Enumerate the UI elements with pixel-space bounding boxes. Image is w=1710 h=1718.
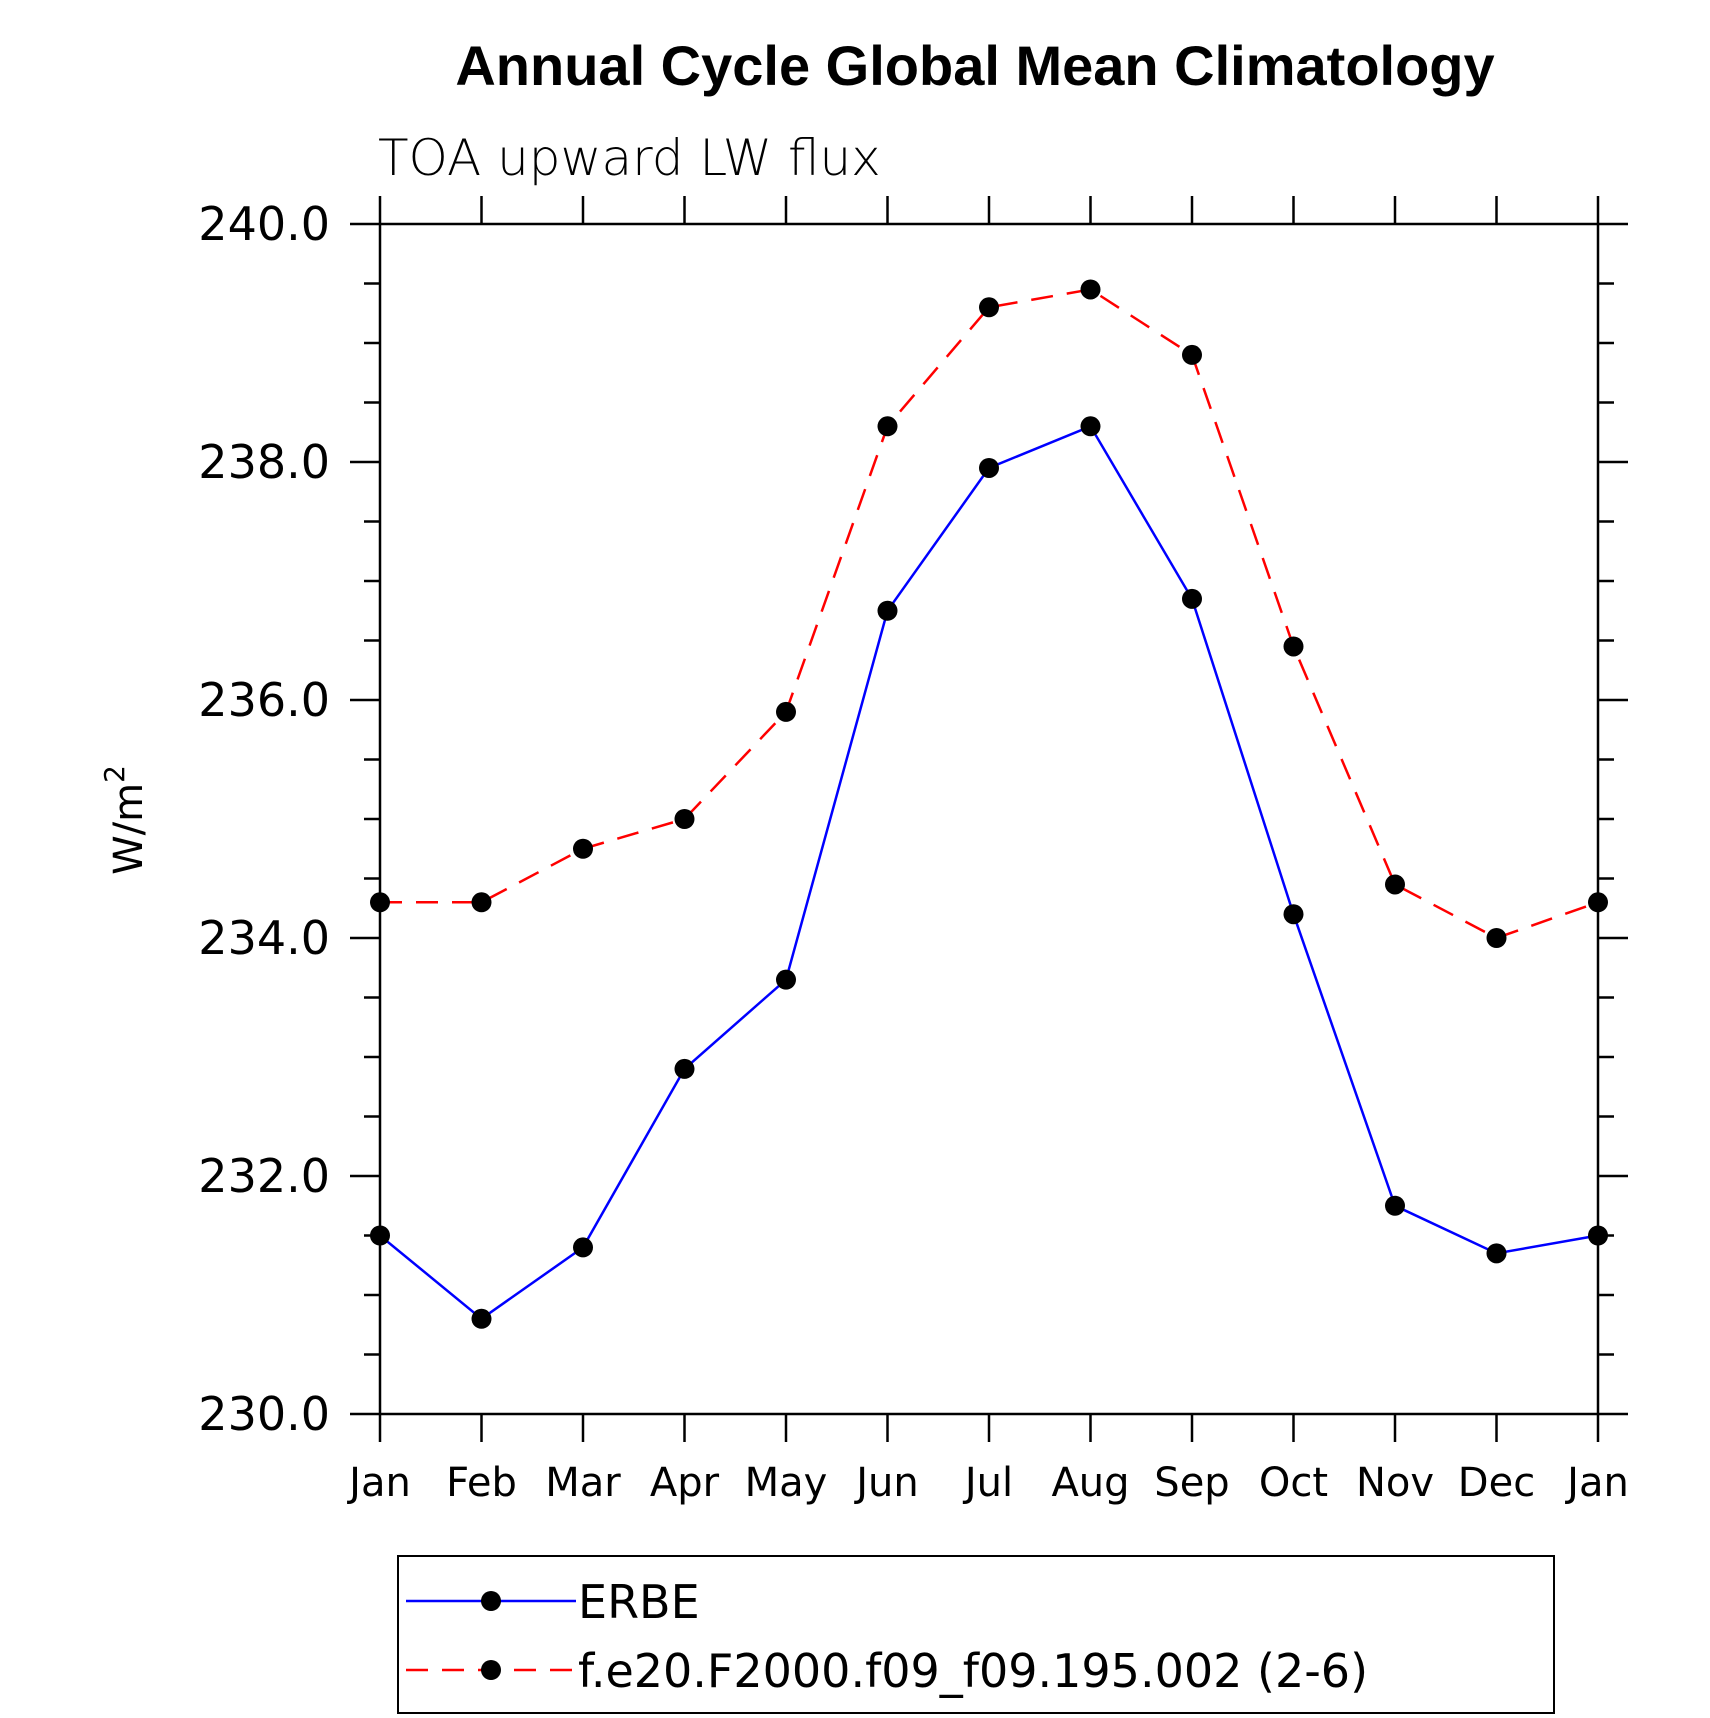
series-line-model [380,288,1599,940]
data-point-model [370,892,390,913]
x-tick-label: Jan [1564,1460,1629,1506]
data-point-erbe [877,600,898,621]
data-point-model [1080,279,1101,300]
data-point-model [1182,344,1202,365]
plot-frame [378,222,1600,1416]
data-point-erbe [979,457,999,478]
data-point-model [674,809,695,829]
legend: ERBE f.e20.F2000.f09_f09.195.002 (2-6) [397,1555,1555,1714]
x-tick-label: Oct [1259,1460,1328,1506]
data-point-erbe [573,1237,593,1258]
data-point-model [1385,874,1405,895]
legend-label-model: f.e20.F2000.f09_f09.195.002 (2-6) [578,1644,1368,1698]
x-tick-label: Nov [1356,1460,1434,1506]
data-point-erbe [1080,416,1101,437]
plot-axes [350,196,1628,1442]
data-point-erbe [1486,1243,1507,1264]
x-tick-label: Aug [1051,1460,1129,1506]
y-axis-label: W/m2 [98,765,152,875]
data-point-erbe [776,969,796,990]
y-tick-label: 238.0 [198,435,330,489]
y-tick-label: 232.0 [198,1149,330,1203]
data-point-model [1283,636,1304,657]
legend-marker-erbe [481,1591,501,1611]
data-point-model [877,416,898,437]
x-tick-label: Mar [545,1460,621,1506]
x-tick-label: Jan [346,1460,411,1506]
legend-label-erbe: ERBE [578,1575,700,1629]
data-point-model [1588,892,1608,913]
data-point-erbe [1182,588,1202,609]
data-point-erbe [370,1225,390,1246]
data-point-model [471,892,492,913]
y-tick-label: 240.0 [198,197,330,251]
data-point-erbe [1588,1225,1608,1246]
x-tick-label: May [745,1460,828,1506]
data-point-erbe [674,1058,695,1079]
data-point-erbe [471,1308,492,1329]
data-point-erbe [1283,904,1304,925]
x-tick-label: Sep [1154,1460,1229,1506]
y-tick-label: 230.0 [198,1387,330,1441]
y-tick-label: 234.0 [198,911,330,965]
y-axis-label-text: W/m [106,783,152,875]
legend-box [397,1555,1555,1714]
x-tick-label: Feb [446,1460,517,1506]
data-point-model [573,838,593,859]
x-tick-label: Jun [853,1460,919,1506]
y-tick-label: 236.0 [198,673,330,727]
data-point-model [776,701,796,722]
series-layer [370,279,1608,1329]
chart-subtitle: TOA upward LW flux [378,129,881,187]
data-point-model [1486,928,1507,948]
chart-title: Annual Cycle Global Mean Climatology [455,34,1494,97]
x-tick-label: Dec [1458,1460,1535,1506]
series-line-erbe [379,424,1599,1321]
legend-marker-model [481,1660,501,1680]
data-point-erbe [1385,1195,1405,1216]
x-tick-label: Apr [650,1460,720,1506]
data-point-model [979,297,999,318]
y-axis-label-sup: 2 [98,765,131,783]
y-tick-labels: 230.0 232.0 234.0 236.0 238.0 240.0 [198,197,330,1441]
x-tick-label: Jul [962,1460,1013,1506]
legend-items: ERBE f.e20.F2000.f09_f09.195.002 (2-6) [406,1575,1368,1698]
x-tick-labels: Jan Feb Mar Apr May Jun Jul Aug Sep Oct Nov Dec Jan [346,1460,1629,1506]
